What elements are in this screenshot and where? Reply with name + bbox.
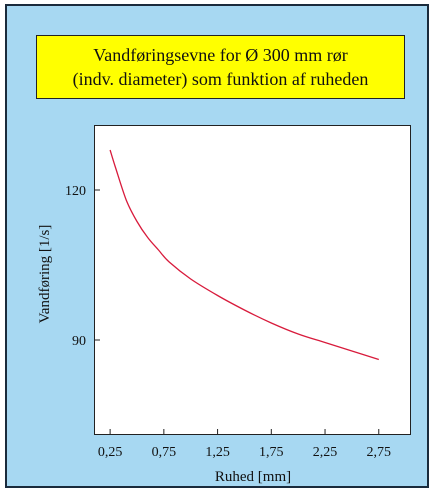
x-tick-label: 2,75 — [367, 445, 392, 460]
y-axis-label: Vandføring [1/s] — [37, 225, 53, 324]
plot-area — [94, 125, 411, 435]
x-tick-label: 1,25 — [205, 445, 230, 460]
x-tick-label: 0,25 — [98, 445, 123, 460]
chart-title-line-1: Vandføringsevne for Ø 300 mm rør — [93, 45, 348, 65]
x-tick-label: 2,25 — [313, 445, 338, 460]
x-tick-label: 1,75 — [259, 445, 284, 460]
chart-title-box: Vandføringsevne for Ø 300 mm rør (indv. … — [36, 35, 405, 99]
y-axis-ticks: 90 120 — [65, 184, 100, 349]
y-tick-label: 120 — [65, 184, 86, 199]
x-tick-label: 0,75 — [152, 445, 177, 460]
x-axis-label: Ruhed [mm] — [215, 469, 291, 485]
x-axis-ticks: 0,25 0,75 1,25 1,75 2,25 2,75 — [98, 429, 391, 460]
chart-title-line-2: (indv. diameter) som funktion af ruheden — [72, 69, 369, 89]
series-line — [109, 149, 379, 361]
y-tick-label: 90 — [72, 334, 86, 349]
